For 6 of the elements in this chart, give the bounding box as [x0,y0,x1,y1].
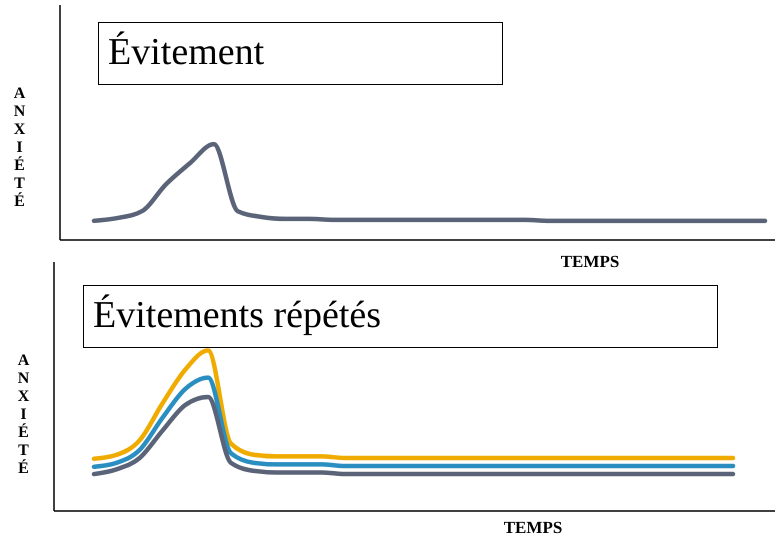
y-axis-title: ANXIÉTÉ [10,85,28,211]
y-axis-title: ANXIÉTÉ [14,352,32,478]
chart-title: Évitements répétés [92,293,382,338]
x-axis-title: TEMPS [502,518,564,538]
chart-title: Évitement [107,30,264,75]
x-axis-title: TEMPS [560,252,620,272]
